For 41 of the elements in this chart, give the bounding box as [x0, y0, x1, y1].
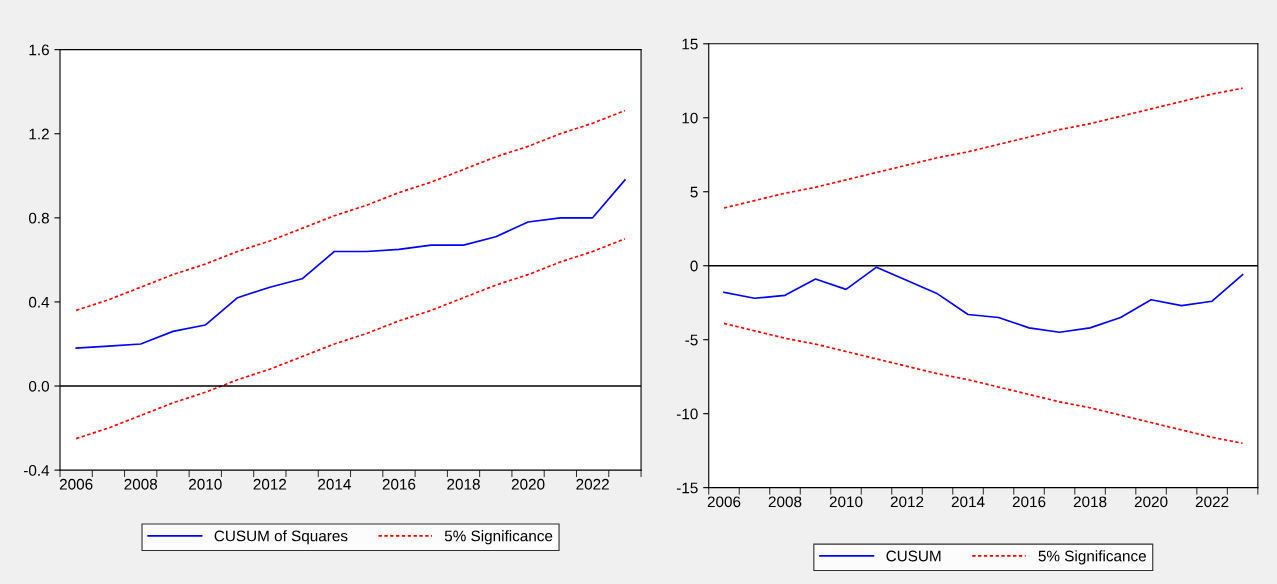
y-tick-label: -5 — [685, 334, 698, 346]
x-tick-label: 2016 — [382, 478, 416, 490]
y-tick-label: 1.6 — [29, 44, 49, 56]
y-tick-label: 0.4 — [28, 296, 50, 308]
x-tick-label: 2008 — [768, 496, 802, 508]
line-series — [723, 266, 1244, 334]
x-tick-label: 2016 — [1012, 496, 1046, 508]
x-tick-label: 2014 — [951, 496, 985, 508]
line-series — [723, 87, 1244, 209]
x-tick-label: 2018 — [1073, 496, 1107, 508]
line-series — [75, 238, 626, 440]
y-tick-label: 0 — [690, 260, 698, 272]
y-tick-label: 5 — [690, 186, 698, 198]
y-tick-label: 1.2 — [29, 128, 49, 140]
line-series — [723, 322, 1244, 445]
legend-label: CUSUM — [886, 550, 941, 562]
y-tick-label: 0.8 — [28, 212, 49, 224]
line-series — [75, 179, 626, 350]
y-tick-label: 0.0 — [28, 380, 50, 392]
x-tick-label: 2020 — [511, 478, 545, 490]
x-tick-label: 2006 — [59, 478, 93, 490]
legend-label: 5% Significance — [1038, 550, 1146, 565]
line-series — [75, 109, 626, 312]
x-tick-label: 2022 — [576, 478, 609, 490]
y-tick-label: 15 — [682, 38, 698, 50]
x-tick-label: 2012 — [253, 478, 287, 490]
legend-label: CUSUM of Squares — [214, 530, 348, 545]
x-tick-label: 2010 — [829, 496, 863, 508]
x-tick-label: 2022 — [1195, 496, 1229, 508]
x-tick-label: 2010 — [189, 478, 222, 490]
x-tick-label: 2008 — [124, 478, 158, 490]
y-tick-label: 10 — [682, 112, 698, 124]
x-tick-label: 2020 — [1134, 496, 1168, 508]
x-tick-label: 2014 — [318, 478, 351, 490]
legend-label: 5% Significance — [444, 530, 553, 545]
x-tick-label: 2006 — [707, 496, 741, 508]
y-tick-label: -0.4 — [23, 464, 50, 476]
x-tick-label: 2018 — [447, 478, 480, 490]
y-tick-label: -15 — [676, 482, 698, 494]
x-tick-label: 2012 — [890, 496, 924, 508]
y-tick-label: -10 — [676, 408, 698, 420]
